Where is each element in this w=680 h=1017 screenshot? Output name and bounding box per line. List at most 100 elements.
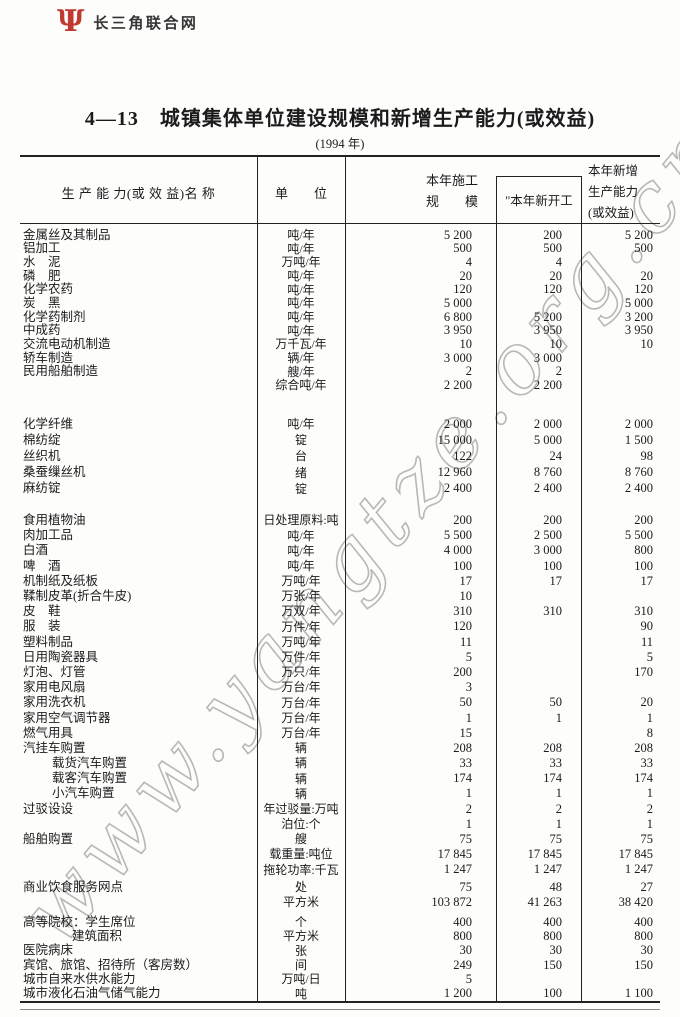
cell-c3: 5 bbox=[465, 972, 472, 987]
col-header-construction-line2: 规 模 bbox=[426, 194, 479, 209]
cell-c5: 200 bbox=[634, 513, 653, 528]
cell-unit: 个 bbox=[294, 914, 307, 929]
cell-unit: 张 bbox=[294, 943, 307, 958]
cell-c3: 17 bbox=[459, 573, 473, 588]
cell-unit: 日处理原料:吨 bbox=[263, 513, 339, 528]
column-divider-name-unit bbox=[257, 156, 258, 1001]
cell-name: 桑蚕缫丝机 bbox=[23, 465, 86, 480]
cell-unit: 万双/年 bbox=[281, 604, 321, 619]
table-row: 建筑面积 平方米 800 800 800 bbox=[20, 929, 660, 943]
cell-c3: 30 bbox=[459, 943, 473, 958]
cell-c3: 500 bbox=[453, 241, 472, 256]
cell-c5: 5 500 bbox=[624, 528, 653, 543]
cell-c5: 5 000 bbox=[624, 296, 653, 311]
col-header-new-capacity: 本年新增 生产能力 (或效益) bbox=[588, 161, 658, 224]
cell-unit: 吨/年 bbox=[287, 282, 315, 297]
cell-name: 宾馆、旅馆、招待所（客房数） bbox=[23, 957, 199, 972]
cell-name: 汽挂车购置 bbox=[23, 740, 86, 755]
cell-c5: 8 bbox=[646, 725, 653, 740]
cell-c3: 20 bbox=[459, 268, 473, 283]
table-row: 塑料制品 万吨/年 11 11 bbox=[20, 634, 660, 649]
table-row: 城市自来水供水能力 万吨/日 5 bbox=[20, 972, 660, 986]
table-bottom-rule-thin bbox=[20, 1009, 660, 1010]
cell-c4: 208 bbox=[543, 740, 562, 755]
cell-c4: 1 bbox=[555, 816, 562, 831]
cell-unit: 拖轮功率:千瓦 bbox=[263, 862, 339, 877]
cell-c3: 2 000 bbox=[443, 417, 472, 432]
cell-unit: 吨/年 bbox=[287, 323, 315, 338]
cell-c4: 3 000 bbox=[533, 543, 562, 558]
cell-c3: 2 bbox=[465, 364, 472, 379]
cell-c3: 5 200 bbox=[443, 227, 472, 242]
cell-c4: 2 bbox=[555, 801, 562, 816]
cell-name: 机制纸及纸板 bbox=[23, 573, 99, 588]
table-row: 机制纸及纸板 万吨/年 17 17 17 bbox=[20, 573, 660, 588]
table-row: 麻纺锭 锭 2 400 2 400 2 400 bbox=[20, 481, 660, 497]
cell-c5: 38 420 bbox=[618, 894, 653, 909]
col-header-new-capacity-line2: 生产能力 bbox=[588, 185, 639, 199]
cell-unit: 万张/年 bbox=[281, 589, 321, 604]
cell-unit: 万台/年 bbox=[281, 695, 321, 710]
cell-unit: 辆 bbox=[294, 756, 307, 771]
cell-unit: 万件/年 bbox=[281, 650, 321, 664]
cell-c3: 17 845 bbox=[437, 847, 472, 862]
cell-c5: 33 bbox=[640, 756, 654, 771]
cell-c5: 1 247 bbox=[624, 862, 653, 877]
table-row: 家用电风扇 万台/年 3 bbox=[20, 680, 660, 695]
table-row: 船舶购置 艘 75 75 75 bbox=[20, 832, 660, 847]
cell-c5: 500 bbox=[634, 241, 653, 256]
cell-c4: 2 000 bbox=[533, 417, 562, 432]
site-logo[interactable]: Ψ 长三角联合网 bbox=[57, 7, 198, 37]
table-bottom-rule bbox=[20, 1001, 660, 1003]
col-header-construction-scale: 本年施工 规 模 bbox=[426, 170, 486, 212]
table-row: 磷 肥 吨/年 20 20 20 bbox=[20, 269, 660, 283]
cell-unit: 吨/年 bbox=[287, 268, 315, 283]
cell-c4: 41 263 bbox=[527, 894, 562, 909]
table-row: 水 泥 万吨/年 4 4 bbox=[20, 255, 660, 269]
cell-c5: 1 bbox=[646, 786, 653, 801]
cell-c4: 2 400 bbox=[533, 481, 562, 496]
cell-unit: 间 bbox=[294, 957, 307, 972]
cell-c4: 50 bbox=[549, 695, 563, 710]
table-row: 汽挂车购置 辆 208 208 208 bbox=[20, 741, 660, 756]
cell-c4: 100 bbox=[543, 558, 562, 573]
table-row: 家用空气调节器 万台/年 1 1 1 bbox=[20, 710, 660, 725]
cell-c4: 24 bbox=[549, 449, 563, 464]
cell-unit: 辆 bbox=[294, 741, 307, 756]
cell-unit: 万千瓦/年 bbox=[275, 337, 327, 352]
cell-name: 家用电风扇 bbox=[23, 680, 86, 695]
cell-c3: 100 bbox=[453, 558, 472, 573]
table-row: 载客汽车购置 辆 174 174 174 bbox=[20, 771, 660, 786]
cell-unit: 吨/年 bbox=[287, 558, 315, 573]
table-section-2: 化学纤维 吨/年 2 000 2 000 2 000 棉纺绽锭 15 000 5 000 1 5… bbox=[20, 416, 660, 496]
cell-c3: 1 bbox=[465, 786, 472, 801]
cell-c4: 5 200 bbox=[533, 309, 562, 324]
cell-unit: 艘 bbox=[294, 832, 307, 847]
column-divider-unit-construction bbox=[345, 156, 346, 1001]
cell-c5: 27 bbox=[640, 879, 654, 894]
cell-c3: 2 400 bbox=[443, 481, 472, 496]
cell-c3: 10 bbox=[459, 337, 473, 352]
table-row: 桑蚕缫丝机 绪 12 960 8 760 8 760 bbox=[20, 465, 660, 481]
table-row: 泊位:个 1 1 1 bbox=[20, 816, 660, 831]
col-header-unit: 单 位 bbox=[274, 186, 327, 201]
cell-c3: 120 bbox=[453, 619, 472, 634]
table-row: 鞣制皮革(折合牛皮) 万张/年 10 bbox=[20, 589, 660, 604]
table-header-separator bbox=[20, 223, 660, 224]
cell-name: 棉纺绽 bbox=[23, 433, 61, 448]
cell-name: 鞣制皮革(折合牛皮) bbox=[23, 589, 132, 603]
cell-name: 中成药 bbox=[23, 323, 61, 338]
cell-unit: 吨/年 bbox=[287, 528, 315, 543]
cell-name: 载客汽车购置 bbox=[52, 771, 128, 786]
cell-c4: 100 bbox=[543, 986, 562, 1001]
cell-unit: 吨/年 bbox=[287, 417, 315, 432]
cell-name: 白酒 bbox=[23, 543, 49, 558]
table-row: 丝织机 台 122 24 98 bbox=[20, 448, 660, 464]
cell-c5: 17 bbox=[640, 573, 654, 588]
table-row: 医院病床 张 30 30 30 bbox=[20, 943, 660, 957]
cell-c5: 98 bbox=[640, 449, 654, 464]
cell-unit: 万件/年 bbox=[281, 619, 321, 634]
cell-c4: 20 bbox=[549, 268, 563, 283]
cell-name: 家用空气调节器 bbox=[23, 710, 111, 725]
cell-c3: 400 bbox=[453, 914, 472, 929]
